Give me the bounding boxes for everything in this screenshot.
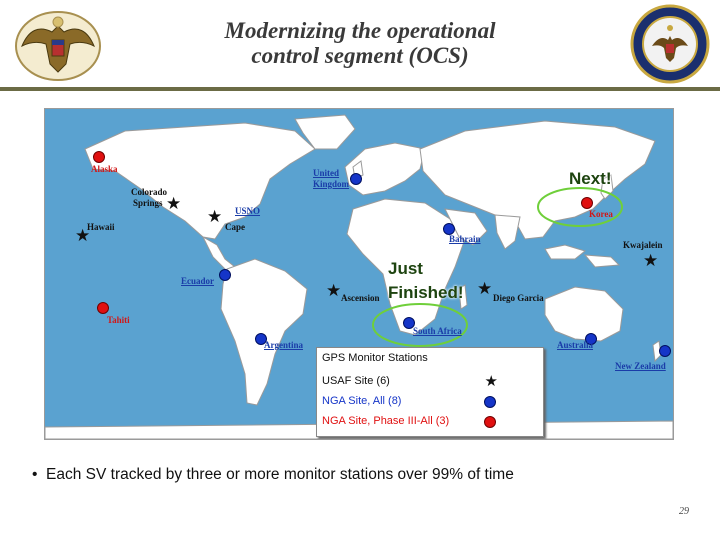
kwajalein-star-icon: ★ [643, 251, 659, 270]
diego-garcia-star-icon: ★ [477, 279, 493, 298]
legend-row-nga-phase: NGA Site, Phase III-All (3) [322, 415, 538, 428]
world-map: Alaska Colorado Springs ★ Hawaii ★ ★ USN… [44, 108, 674, 440]
callout-finished: Finished! [388, 283, 464, 302]
legend-title: GPS Monitor Stations [322, 352, 428, 364]
cape-label: Cape [225, 222, 245, 232]
blue-dot-icon [484, 396, 496, 408]
ecuador-marker [219, 269, 231, 281]
bahrain-marker [443, 223, 455, 235]
uk-marker [350, 173, 362, 185]
argentina-label: Argentina [264, 340, 303, 350]
title-line-1: Modernizing the operational [224, 18, 496, 43]
legend-nga-all-label: NGA Site, All (8) [322, 395, 402, 407]
springs-label: Springs [133, 198, 163, 208]
star-icon: ★ [484, 373, 498, 390]
australia-marker [585, 333, 597, 345]
korea-label: Korea [589, 209, 613, 219]
legend-usaf-label: USAF Site (6) [322, 375, 390, 387]
us-seal-icon [12, 6, 104, 84]
south-africa-marker [403, 317, 415, 329]
callout-next: Next! [569, 169, 612, 188]
argentina-marker [255, 333, 267, 345]
alaska-marker [93, 151, 105, 163]
tahiti-marker [97, 302, 109, 314]
dod-seal-icon [630, 4, 710, 84]
red-dot-icon [484, 416, 496, 428]
australia-label: Australia [557, 340, 593, 350]
tahiti-label: Tahiti [107, 315, 130, 325]
bahrain-label: Bahrain [449, 234, 481, 244]
legend-nga-phase-label: NGA Site, Phase III-All (3) [322, 415, 450, 427]
ascension-star-icon: ★ [326, 281, 342, 300]
bullet-point: • Each SV tracked by three or more monit… [32, 466, 514, 483]
hawaii-label: Hawaii [87, 222, 115, 232]
legend-row-nga-all: NGA Site, All (8) [322, 395, 538, 408]
uk-label-line2: Kingdom [313, 179, 350, 189]
kwajalein-label: Kwajalein [623, 240, 663, 250]
legend-row-usaf: USAF Site (6) ★ [322, 373, 538, 390]
page-number: 29 [679, 506, 689, 517]
colorado-star-icon: ★ [166, 194, 182, 213]
diego-garcia-label: Diego Garcia [493, 293, 544, 303]
hawaii-star-icon: ★ [75, 226, 91, 245]
world-map-graphic [45, 114, 673, 439]
usno-star-icon: ★ [207, 207, 223, 226]
uk-label-line1: United [313, 168, 340, 178]
ecuador-label: Ecuador [181, 276, 215, 286]
korea-marker [581, 197, 593, 209]
title-line-2: control segment (OCS) [251, 43, 469, 68]
colorado-label: Colorado [131, 187, 167, 197]
new-zealand-marker [659, 345, 671, 357]
alaska-label: Alaska [91, 164, 118, 174]
usno-label: USNO [235, 206, 261, 216]
south-africa-label: South Africa [413, 326, 462, 336]
ascension-label: Ascension [341, 293, 380, 303]
callout-just: Just [388, 259, 423, 278]
bullet-text: Each SV tracked by three or more monitor… [46, 466, 514, 483]
slide-title: Modernizing the operational control segm… [140, 18, 580, 68]
map-legend: GPS Monitor Stations USAF Site (6) ★ NGA… [316, 347, 544, 437]
new-zealand-label: New Zealand [615, 361, 666, 371]
title-divider [0, 87, 720, 91]
